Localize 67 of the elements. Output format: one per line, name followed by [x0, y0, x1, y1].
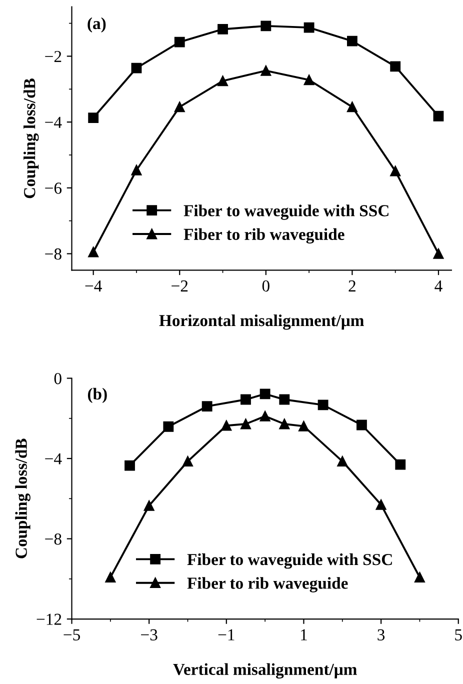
point: [433, 248, 444, 259]
point: [390, 166, 401, 176]
point: [163, 421, 174, 432]
legend-label: Fiber to waveguide with SSC: [184, 204, 388, 220]
point: [356, 420, 367, 430]
y-tick-label: −8: [45, 248, 62, 260]
x-tick-label: 0: [262, 280, 270, 292]
point: [414, 572, 425, 582]
point: [124, 460, 135, 471]
x-axis-title: Vertical misalignment/μm: [173, 663, 357, 679]
point: [260, 388, 270, 400]
point: [144, 500, 154, 511]
point: [105, 572, 116, 582]
point: [433, 110, 444, 122]
x-tick-label: 1: [301, 629, 307, 640]
point: [260, 20, 272, 32]
x-tick-label: 3: [378, 629, 385, 640]
y-axis-title: Coupling loss/dB: [24, 78, 39, 198]
y-tick-label: −4: [45, 116, 62, 128]
point: [346, 36, 358, 46]
point: [202, 401, 212, 412]
legend-label: Fiber to rib waveguide: [184, 228, 344, 244]
point: [337, 456, 348, 467]
point: [240, 394, 251, 405]
y-axis-title: Coupling loss/dB: [15, 438, 30, 558]
legend-label: Fiber to waveguide with SSC: [187, 553, 392, 569]
x-tick-label: −5: [64, 629, 80, 640]
point: [298, 420, 309, 432]
y-tick-label: 0: [54, 372, 62, 384]
annotation: (a): [88, 17, 106, 32]
point: [218, 24, 228, 34]
point: [218, 76, 228, 86]
x-tick-label: −1: [218, 629, 234, 640]
point: [88, 112, 99, 123]
point: [240, 418, 251, 430]
x-tick-label: −3: [141, 629, 158, 640]
point: [279, 418, 290, 430]
y-tick-label: −4: [45, 453, 62, 464]
point: [88, 246, 99, 258]
x-axis-title: Horizontal misalignment/μm: [159, 314, 364, 330]
point: [131, 164, 142, 176]
x-tick-label: 4: [434, 280, 442, 292]
point: [304, 74, 314, 86]
x-tick-label: −2: [172, 280, 188, 292]
point: [318, 400, 328, 410]
point: [221, 420, 232, 431]
x-tick-label: 5: [455, 629, 462, 640]
point: [346, 102, 358, 112]
point: [174, 102, 185, 112]
point: [395, 459, 406, 470]
point: [174, 36, 185, 48]
point: [304, 22, 314, 33]
point: [182, 456, 193, 467]
point: [279, 394, 290, 405]
x-tick-label: −4: [85, 280, 102, 292]
y-tick-label: −8: [45, 533, 62, 545]
point: [260, 65, 272, 76]
annotation: (b): [88, 388, 107, 403]
y-tick-label: −2: [45, 50, 62, 62]
y-tick-label: −6: [45, 182, 62, 194]
x-tick-label: 2: [348, 280, 356, 292]
point: [260, 410, 270, 422]
legend-label: Fiber to rib waveguide: [187, 577, 348, 592]
y-tick-label: −12: [36, 614, 62, 625]
point: [390, 61, 401, 72]
point: [131, 62, 142, 74]
point: [376, 499, 386, 510]
